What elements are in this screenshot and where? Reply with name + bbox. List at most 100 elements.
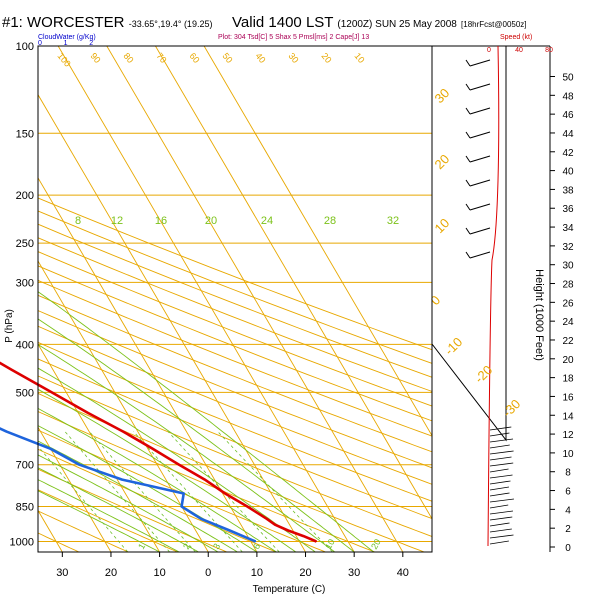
temperature-point bbox=[152, 448, 153, 449]
pressure-tick-label: 850 bbox=[16, 502, 34, 514]
dry-adiabat-line bbox=[0, 46, 600, 552]
wind-barb bbox=[470, 132, 490, 138]
mixing-ratio-line bbox=[134, 432, 243, 552]
wind-barb bbox=[490, 469, 509, 472]
height-tick-label: 6 bbox=[565, 487, 571, 498]
dry-adiabat-line bbox=[0, 46, 600, 552]
wind-barb bbox=[490, 487, 509, 490]
x-tick-label: 40 bbox=[397, 567, 409, 579]
isotherm-label: 60 bbox=[187, 51, 201, 65]
dewpoint-point bbox=[183, 493, 184, 494]
mixing-ratio-label: 12 bbox=[111, 215, 123, 227]
mixing-ratio-bottom-label: 10 bbox=[323, 537, 337, 551]
pressure-tick-label: 500 bbox=[16, 387, 34, 399]
isotherm-label: 70 bbox=[154, 51, 168, 65]
x-tick-label: 10 bbox=[251, 567, 263, 579]
pressure-tick-label: 150 bbox=[16, 128, 34, 140]
height-tick-label: 50 bbox=[562, 73, 574, 84]
wind-barb-flag bbox=[466, 156, 470, 162]
dry-adiabat-label: -30 bbox=[500, 396, 524, 420]
isotherm-line bbox=[0, 46, 257, 552]
dewpoint-point bbox=[200, 518, 201, 519]
isotherm-label: 80 bbox=[121, 51, 135, 65]
wind-barb bbox=[490, 535, 514, 538]
speed-tick-label: 40 bbox=[515, 47, 523, 54]
wind-barb bbox=[490, 499, 514, 502]
wind-barb bbox=[490, 457, 512, 460]
dry-adiabat-line bbox=[0, 46, 600, 552]
wind-barb-flag bbox=[466, 252, 470, 258]
wind-barb-flag bbox=[466, 108, 470, 114]
pressure-tick-label: 700 bbox=[16, 460, 34, 472]
mixing-ratio-label: 24 bbox=[261, 215, 273, 227]
height-tick-label: 10 bbox=[562, 449, 574, 460]
height-tick-label: 36 bbox=[562, 204, 574, 215]
wind-barb bbox=[470, 204, 490, 210]
dewpoint-point bbox=[6, 431, 7, 432]
dry-adiabat-line bbox=[0, 46, 600, 552]
x-tick-label: 20 bbox=[299, 567, 311, 579]
height-tick-label: 26 bbox=[562, 298, 574, 309]
wind-barb-flag bbox=[466, 60, 470, 66]
wind-barb bbox=[490, 439, 513, 442]
pressure-tick-label: 400 bbox=[16, 339, 34, 351]
height-tick-label: 2 bbox=[565, 524, 571, 535]
y-axis-label: P (hPa) bbox=[4, 309, 15, 343]
speed-tick-label: 0 bbox=[487, 47, 491, 54]
wind-barb bbox=[470, 252, 490, 258]
isotherm-label: 10 bbox=[352, 51, 366, 65]
temperature-point bbox=[204, 479, 205, 480]
mixing-ratio-label: 32 bbox=[387, 215, 399, 227]
dewpoint-point bbox=[229, 530, 230, 531]
wind-barb bbox=[470, 60, 490, 66]
wind-barb bbox=[490, 427, 511, 430]
plot-area bbox=[0, 46, 600, 552]
dry-adiabat-line bbox=[0, 46, 572, 552]
wind-barb-flag bbox=[466, 84, 470, 90]
isotherm-label: 90 bbox=[88, 51, 102, 65]
x-tick-label: 10 bbox=[153, 567, 165, 579]
dry-adiabat-line bbox=[0, 46, 276, 552]
height-tick-label: 24 bbox=[562, 317, 574, 328]
height-tick-label: 18 bbox=[562, 374, 574, 385]
pressure-tick-label: 1000 bbox=[10, 537, 34, 549]
wind-barb bbox=[490, 463, 513, 466]
height-tick-label: 48 bbox=[562, 91, 574, 102]
isotherm-label: 50 bbox=[220, 51, 234, 65]
temperature-point bbox=[274, 524, 275, 525]
height-tick-label: 38 bbox=[562, 185, 574, 196]
temperature-point bbox=[247, 506, 248, 507]
isotherm-label: 20 bbox=[319, 51, 333, 65]
wind-barb bbox=[490, 523, 510, 526]
dry-adiabat-label: -20 bbox=[472, 362, 496, 386]
moist-adiabat-line bbox=[0, 195, 374, 552]
height-tick-label: 8 bbox=[565, 468, 571, 479]
mixing-ratio-bottom-label: 20 bbox=[369, 537, 383, 551]
dry-adiabat-label: 0 bbox=[428, 292, 444, 308]
dewpoint-point bbox=[122, 479, 123, 480]
wind-barb-flag bbox=[466, 204, 470, 210]
dry-adiabat-line bbox=[0, 46, 600, 552]
temperature-point bbox=[51, 392, 52, 393]
wind-barb bbox=[490, 445, 510, 448]
wind-barb bbox=[490, 511, 513, 514]
height-tick-label: 0 bbox=[565, 543, 571, 554]
mixing-ratio-bottom-label: 2 bbox=[181, 542, 192, 551]
pressure-tick-label: 250 bbox=[16, 238, 34, 250]
height-tick-label: 22 bbox=[562, 336, 574, 347]
wind-barb bbox=[490, 493, 510, 496]
dewpoint-point bbox=[181, 506, 182, 507]
wind-barb bbox=[490, 451, 514, 454]
dewpoint-point bbox=[50, 448, 51, 449]
temperature-point bbox=[178, 464, 179, 465]
height-tick-label: 20 bbox=[562, 355, 574, 366]
height-tick-label: 40 bbox=[562, 167, 574, 178]
wind-barb bbox=[470, 108, 490, 114]
height-tick-label: 12 bbox=[562, 430, 574, 441]
height-tick-label: 34 bbox=[562, 223, 574, 234]
pressure-tick-label: 200 bbox=[16, 190, 34, 202]
height-wind-panel: 0 40 8002468101214161820222426283032343638… bbox=[432, 46, 574, 554]
temperature-point bbox=[123, 431, 124, 432]
x-tick-label: 30 bbox=[348, 567, 360, 579]
